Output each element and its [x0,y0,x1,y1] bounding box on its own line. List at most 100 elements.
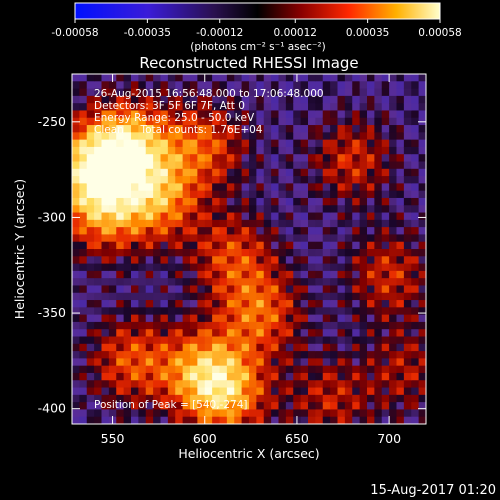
heatmap-cell [145,197,154,206]
heatmap-cell [226,387,235,396]
heatmap-cell [86,380,95,389]
heatmap-cell [167,146,176,155]
heatmap-cell [219,241,228,250]
heatmap-cell [411,176,420,184]
heatmap-cell [337,358,346,367]
heatmap-cell [418,190,426,199]
heatmap-cell [300,343,309,352]
heatmap-cell [322,154,331,163]
heatmap-cell [322,416,331,424]
heatmap-cell [167,234,176,243]
heatmap-cell [167,117,176,126]
heatmap-cell [197,285,206,294]
heatmap-cell [403,402,412,411]
heatmap-cell [145,168,154,177]
heatmap-cell [344,139,353,148]
heatmap-cell [72,365,80,374]
heatmap-cell [249,168,257,177]
heatmap-cell [337,380,346,389]
heatmap-cell [219,307,228,316]
heatmap-cell [256,139,265,148]
colorbar-tick-label: -0.00035 [124,27,171,39]
heatmap-cell [271,358,280,367]
heatmap-cell [219,292,228,301]
heatmap-cell [389,205,398,214]
heatmap-cell [108,81,117,90]
heatmap-cell [322,234,331,243]
heatmap-cell [212,285,221,294]
heatmap-cell [389,402,398,411]
heatmap-cell [418,103,426,112]
heatmap-cell [226,132,235,141]
heatmap-cell [182,358,191,367]
heatmap-cell [322,387,331,396]
heatmap-cell [145,416,154,424]
heatmap-cell [101,380,110,389]
heatmap-cell [352,154,361,163]
heatmap-cell [352,219,361,228]
heatmap-cell [108,183,117,192]
heatmap-cell [72,387,80,396]
heatmap-cell [315,161,324,170]
heatmap-cell [381,285,390,294]
heatmap-cell [271,241,280,250]
heatmap-cell [263,409,272,418]
heatmap-cell [226,285,235,294]
heatmap-cell [396,154,405,163]
heatmap-cell [344,234,353,243]
heatmap-cell [330,110,339,119]
heatmap-cell [263,227,272,236]
heatmap-cell [249,74,257,82]
heatmap-cell [116,336,125,345]
heatmap-cell [293,212,302,221]
y-tick-label: -250 [38,114,66,129]
heatmap-cell [300,256,309,265]
heatmap-cell [138,205,147,214]
heatmap-cell [315,394,324,403]
heatmap-cell [190,227,198,236]
heatmap-cell [344,74,353,82]
heatmap-cell [108,241,117,250]
heatmap-cell [403,161,412,170]
heatmap-cell [153,110,162,119]
heatmap-cell [337,278,346,287]
heatmap-cell [167,321,176,330]
heatmap-cell [256,372,265,381]
heatmap-cell [374,117,383,126]
heatmap-cell [138,117,147,126]
heatmap-cell [374,321,383,330]
heatmap-cell [271,292,280,301]
heatmap-cell [160,351,169,359]
heatmap-cell [219,278,228,287]
heatmap-cell [145,365,154,374]
heatmap-cell [123,263,132,272]
heatmap-cell [108,307,117,316]
heatmap-cell [285,103,294,112]
heatmap-cell [411,183,420,192]
heatmap-cell [337,110,346,119]
heatmap-cell [79,380,88,389]
heatmap-cell [101,234,110,243]
heatmap-cell [322,103,331,112]
heatmap-cell [293,197,302,206]
heatmap-cell [182,409,191,418]
heatmap-cell [226,256,235,265]
heatmap-cell [374,402,383,411]
heatmap-cell [131,358,139,367]
heatmap-cell [79,139,88,148]
heatmap-cell [94,117,103,126]
heatmap-cell [285,74,294,82]
heatmap-cell [190,74,198,82]
heatmap-cell [249,416,257,424]
heatmap-cell [226,154,235,163]
heatmap-cell [403,343,412,352]
heatmap-cell [72,314,80,323]
heatmap-cell [212,307,221,316]
heatmap-cell [322,95,331,104]
heatmap-cell [101,197,110,206]
heatmap-cell [94,387,103,396]
heatmap-cell [72,205,80,214]
heatmap-cell [234,416,243,424]
heatmap-cell [212,321,221,330]
heatmap-cell [249,154,257,163]
